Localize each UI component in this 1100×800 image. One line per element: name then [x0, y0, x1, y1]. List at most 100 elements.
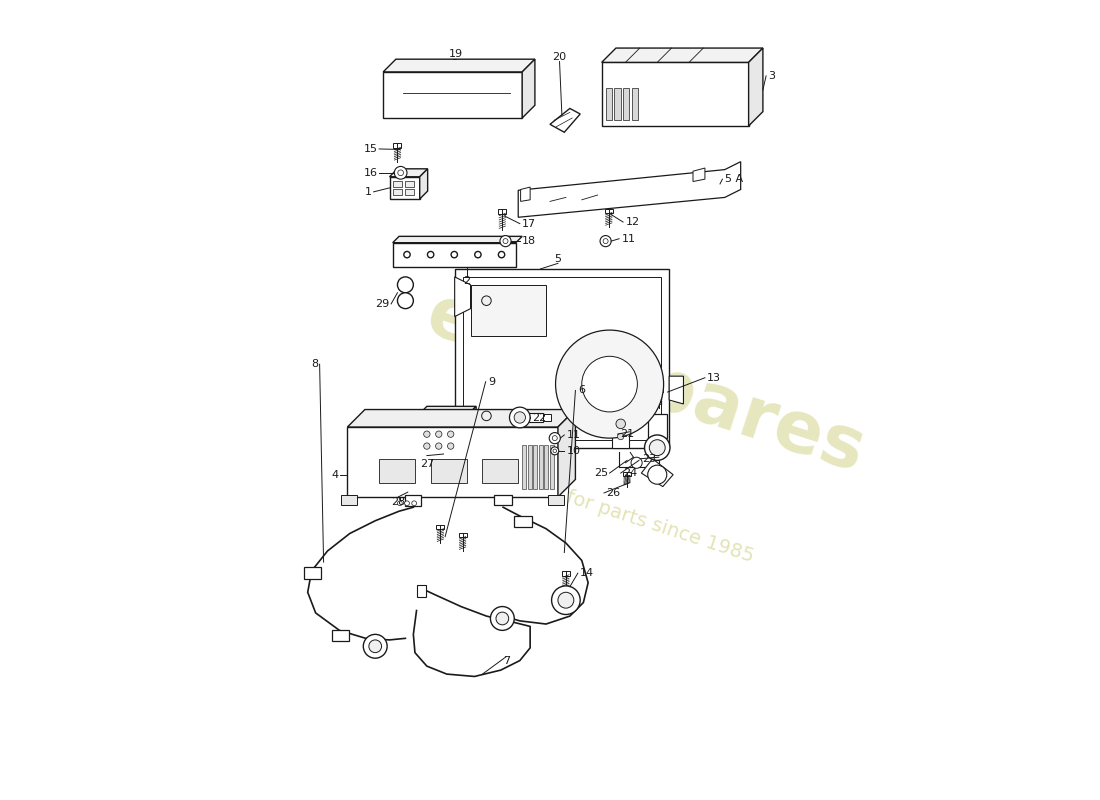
Bar [396, 462, 420, 492]
Text: 16: 16 [364, 168, 377, 178]
Text: 9: 9 [488, 377, 495, 386]
Circle shape [448, 431, 454, 438]
Text: 5: 5 [554, 254, 561, 264]
Circle shape [649, 440, 666, 456]
Text: 22: 22 [532, 414, 547, 423]
Bar [405, 189, 415, 195]
Bar [483, 458, 518, 482]
Text: 29: 29 [375, 299, 389, 309]
Text: 6: 6 [578, 386, 585, 395]
Bar [550, 446, 554, 489]
Polygon shape [602, 48, 763, 62]
Circle shape [509, 407, 530, 428]
Text: 21: 21 [620, 429, 634, 439]
Bar [431, 458, 466, 482]
Text: 4: 4 [331, 470, 339, 481]
Circle shape [556, 330, 663, 438]
Bar [393, 181, 403, 187]
Circle shape [552, 436, 558, 441]
Polygon shape [749, 48, 763, 126]
Text: 28: 28 [392, 497, 406, 506]
Polygon shape [419, 414, 469, 454]
Bar [304, 567, 321, 578]
Bar [614, 88, 620, 119]
Polygon shape [602, 62, 749, 126]
Polygon shape [693, 168, 705, 182]
Bar [528, 446, 531, 489]
Polygon shape [612, 416, 629, 448]
Bar [562, 571, 570, 575]
Polygon shape [383, 72, 522, 118]
Circle shape [475, 251, 481, 258]
Polygon shape [520, 187, 530, 202]
Circle shape [582, 356, 637, 412]
Circle shape [398, 170, 404, 176]
Text: 2: 2 [463, 276, 470, 286]
Circle shape [397, 277, 414, 293]
Circle shape [397, 501, 403, 506]
Bar [379, 458, 415, 482]
Circle shape [491, 606, 515, 630]
Circle shape [648, 465, 667, 484]
Circle shape [496, 612, 508, 625]
Bar [515, 516, 531, 527]
Text: 25: 25 [594, 468, 608, 478]
Circle shape [424, 431, 430, 438]
Polygon shape [454, 277, 471, 317]
Bar [606, 88, 612, 119]
Polygon shape [469, 406, 476, 454]
Text: eurospares: eurospares [417, 281, 873, 487]
Bar [394, 143, 402, 148]
Polygon shape [518, 162, 740, 218]
Text: 3: 3 [769, 71, 776, 81]
Text: 7: 7 [503, 655, 510, 666]
Circle shape [553, 449, 557, 453]
Circle shape [601, 235, 612, 246]
Bar [648, 414, 667, 438]
Polygon shape [420, 169, 428, 199]
Polygon shape [463, 277, 661, 440]
Polygon shape [454, 269, 669, 448]
Circle shape [397, 293, 414, 309]
Text: 5 A: 5 A [725, 174, 742, 184]
Circle shape [617, 434, 624, 440]
Text: a passion for parts since 1985: a passion for parts since 1985 [471, 457, 757, 566]
Polygon shape [393, 242, 516, 266]
Text: 11: 11 [566, 430, 581, 440]
Text: 18: 18 [522, 236, 537, 246]
Circle shape [498, 251, 505, 258]
Text: 23: 23 [642, 454, 657, 464]
Bar [631, 88, 638, 119]
Text: 11: 11 [621, 234, 636, 244]
Bar [341, 495, 358, 505]
Text: 17: 17 [522, 218, 537, 229]
Bar [605, 209, 613, 214]
Text: 19: 19 [449, 50, 463, 59]
Bar [539, 446, 543, 489]
Circle shape [404, 251, 410, 258]
Bar [498, 210, 506, 214]
Circle shape [551, 586, 580, 614]
Bar [437, 525, 444, 530]
Text: 8: 8 [311, 359, 318, 370]
Polygon shape [389, 177, 420, 199]
Text: 1: 1 [365, 187, 372, 197]
Circle shape [645, 435, 670, 460]
Circle shape [503, 238, 508, 244]
Circle shape [451, 251, 458, 258]
Text: 13: 13 [707, 373, 722, 382]
Circle shape [424, 443, 430, 450]
Circle shape [482, 296, 492, 306]
Polygon shape [383, 59, 535, 72]
Bar [534, 446, 537, 489]
Bar [544, 446, 549, 489]
Bar [393, 189, 403, 195]
Polygon shape [348, 410, 575, 427]
Circle shape [558, 592, 574, 608]
Circle shape [616, 419, 626, 429]
Polygon shape [550, 109, 580, 132]
Polygon shape [558, 410, 575, 497]
Circle shape [499, 235, 512, 246]
Text: 24: 24 [623, 468, 637, 478]
Circle shape [428, 251, 433, 258]
